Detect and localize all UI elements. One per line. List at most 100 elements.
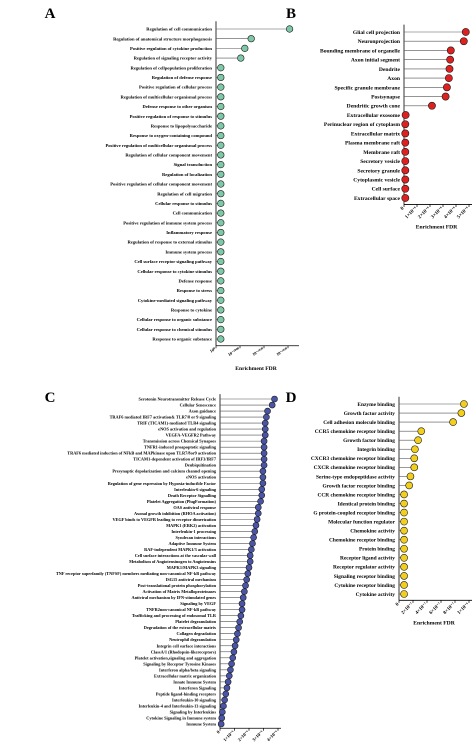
- panel-c-category-label: Platelet Aggregation (PlugFormation): [147, 499, 217, 504]
- panel-a-x-tick-label: 10⁰: [209, 346, 217, 353]
- panel-a-dot: [217, 190, 225, 198]
- panel-c-category-label: VEGFA-VEGFR2 Pathway: [166, 433, 217, 438]
- panel-c-category-label: Degradation of the extracellular matrix: [144, 625, 217, 630]
- panel-a-x-tick-label: 10⁻¹⁰⁰⁰: [227, 346, 241, 357]
- panel-b-x-tick-label: 4×10⁻⁶: [443, 205, 458, 220]
- panel-a-category-label: Signal transduction: [174, 162, 213, 167]
- panel-c-category-label: Presynaptic depolarization and calcium c…: [112, 469, 217, 474]
- panel-c-dot: [224, 678, 232, 686]
- panel-b-dot: [401, 184, 410, 193]
- panel-c-dot: [260, 455, 268, 463]
- panel-c-category-label: Signaling by VEGF: [180, 601, 216, 606]
- panel-d-dot: [400, 554, 408, 562]
- panel-c-category-label: TRAF6 mediated induction of NFkB and MAP…: [67, 451, 216, 456]
- panel-d-dot: [400, 590, 408, 598]
- panel-b-category-label: Bounding membrane of organelle: [320, 48, 401, 54]
- panel-b-category-label: Extracellular exosome: [347, 113, 401, 119]
- panel-c-x-tick-label: 1×10⁻⁶: [222, 729, 235, 742]
- panel-b-category-label: Extracellular matrix: [351, 131, 400, 137]
- panel-a-category-label: Defense response: [179, 278, 212, 283]
- panel-a-dot: [217, 335, 225, 343]
- panel-b-letter: B: [286, 6, 296, 22]
- panel-c-dot: [227, 666, 234, 674]
- panel-c-dot: [271, 395, 278, 403]
- panel-c-category-label: Death Receptor Signalling: [168, 493, 217, 498]
- panel-c-x-tick-label: 3×10⁻⁶: [251, 729, 264, 742]
- panel-a-category-label: Regulation of localization: [162, 172, 212, 177]
- panel-c-category-label: Deubiquitination: [185, 463, 217, 468]
- panel-c-category-label: Cellular Senescence: [180, 403, 216, 408]
- panel-c: C Serotonin Neurotransmitter Release Cycl…: [45, 390, 281, 742]
- panel-c-category-label: TRIF (TICAM1)-mediated TLR4 signaling: [137, 421, 217, 426]
- panel-b-category-label: Axon: [387, 76, 401, 82]
- panel-c-x-tick-label: 2×10⁻⁶: [237, 729, 250, 742]
- panel-a-dot: [217, 325, 225, 333]
- panel-c-dot: [239, 594, 247, 601]
- panel-b-dot: [445, 64, 454, 73]
- panel-a-dot: [217, 238, 225, 246]
- panel-d-dot: [411, 445, 419, 454]
- panel-c-category-label: Trafficking and processing of endosomal …: [132, 613, 217, 618]
- panel-d-category-label: Receptor regulator activity: [333, 565, 395, 571]
- panel-a-category-label: Regulation of multicellular organismal p…: [121, 94, 213, 99]
- panel-b-dot: [401, 157, 410, 166]
- panel-c-dot: [246, 558, 254, 565]
- panel-c-category-label: VEGF binds to VEGFR leading to receptor …: [112, 517, 216, 522]
- panel-d-x-axis-title: Enrichment FDR: [413, 620, 455, 626]
- panel-c-category-label: Platelet degranulation: [175, 619, 216, 624]
- panel-d-category-label: Identical protein binding: [338, 501, 396, 507]
- panel-a-category-label: Defense response to other organism: [143, 104, 213, 109]
- panel-d-x-tick-label: 1×10⁻⁶: [456, 601, 471, 616]
- panel-c-category-label: eNOS activation and regulation: [158, 427, 216, 432]
- panel-c-category-label: ClassA/1 (Rhodopsin-likereceptors): [151, 649, 217, 654]
- panel-c-dot: [258, 485, 266, 493]
- panel-c-category-label: Antiviral mechanism by IFN-stimulated ge…: [131, 595, 216, 600]
- panel-b-dot: [442, 83, 451, 92]
- panel-a-dot: [217, 180, 225, 188]
- panel-c-category-label: Interferon Signaling: [179, 685, 217, 690]
- panel-c-category-label: Activation of Matrix Metalloproteinases: [142, 589, 216, 594]
- panel-c-dot: [246, 552, 254, 559]
- panel-d-category-label: CCR5 chemokine receptor binding: [315, 429, 396, 435]
- panel-c-dot: [223, 684, 231, 692]
- panel-a-category-label: Regulation of cell communication: [146, 27, 212, 32]
- panel-a-dot: [217, 219, 225, 227]
- panel-b-category-label: Cell surface: [372, 187, 401, 193]
- panel-a-category-label: Cellular response to organic substance: [137, 317, 212, 322]
- panel-c-dot: [222, 690, 230, 698]
- panel-c-category-label: Regulation of gene expression by Hypoxia…: [108, 481, 216, 486]
- panel-d-category-label: Integrin binding: [357, 447, 395, 453]
- panel-a-dot: [237, 54, 245, 62]
- panel-b-category-label: Axon initial segment: [351, 58, 400, 64]
- panel-d-category-label: Growth factor activity: [344, 411, 396, 417]
- panel-d-category-label: Molecular function regulator: [328, 520, 395, 526]
- panel-c-dot: [261, 431, 269, 439]
- panel-a-category-label: Inflammatory response: [166, 230, 212, 235]
- panel-d-dot: [460, 400, 468, 408]
- panel-d-letter: D: [286, 390, 297, 406]
- panel-a-dot: [217, 257, 225, 266]
- panel-d-category-label: Chemokine receptor binding: [329, 538, 395, 544]
- panel-d-dot: [400, 490, 408, 499]
- panel-c-category-label: TNF receptor superfamily (TNFSF) members…: [56, 571, 217, 576]
- panel-a-category-label: Regulation of anatomical structure morph…: [113, 36, 212, 41]
- panel-c-category-label: Collagen degradation: [176, 631, 216, 636]
- panel-c-category-label: MAPK1 (ERK2) activation: [166, 523, 216, 528]
- panel-b-category-label: Postsynapse: [371, 95, 400, 101]
- panel-c-category-label: Syndecan interactions: [176, 535, 217, 540]
- panel-a-dot: [217, 277, 225, 285]
- panel-c-category-label: OAS antiviral response: [173, 505, 216, 510]
- panel-c-dot: [260, 461, 268, 469]
- panel-d-dot: [449, 418, 457, 426]
- panel-a-category-label: Cytokine-mediated signaling pathway: [138, 298, 213, 303]
- panel-c-category-label: Serotonin Neurotransmitter Release Cycle: [139, 397, 217, 402]
- panel-c-category-label: TNFR2non-canonical NF-kB pathway: [146, 607, 217, 612]
- panel-c-category-label: Metabolism of Angiotensinogen to Angiote…: [129, 559, 216, 564]
- panel-d-dot: [400, 563, 408, 571]
- panel-a-dot: [217, 73, 225, 82]
- panel-a-category-label: Cellular response to stimulus: [155, 201, 212, 206]
- panel-d-dot: [410, 463, 419, 472]
- panel-c-category-label: Axon guidance: [189, 409, 216, 414]
- panel-a-category-label: Regulation of cellpopulation proliferati…: [131, 65, 213, 70]
- panel-b-category-label: Secretory granule: [357, 168, 400, 174]
